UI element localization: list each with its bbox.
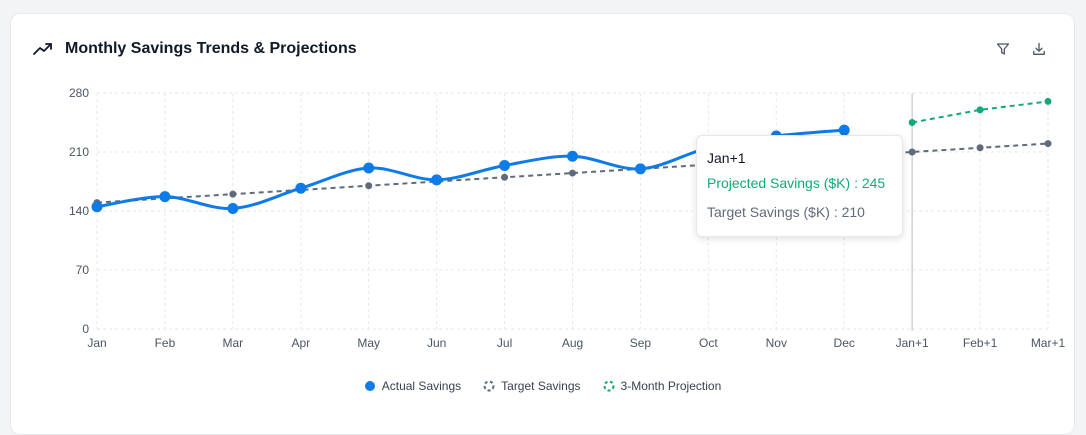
point-actual-jan xyxy=(91,201,103,213)
x-tick-label-11: Dec xyxy=(834,336,855,350)
point-actual-aug xyxy=(567,150,578,162)
download-icon xyxy=(1033,42,1045,55)
point-actual-mar xyxy=(227,202,239,214)
savings-chart-card: Monthly Savings Trends & Projections 0 70… xyxy=(10,13,1075,435)
x-tick-label-6: Jul xyxy=(497,336,512,350)
point-target-aug xyxy=(569,169,576,177)
point-target-marplus1 xyxy=(1044,140,1052,148)
point-actual-may xyxy=(363,162,375,174)
legend-item-actual[interactable]: Actual Savings xyxy=(364,379,461,393)
trending-up-icon xyxy=(33,43,52,55)
point-actual-jun xyxy=(431,174,443,186)
tooltip-label: Jan+1 xyxy=(707,150,746,166)
x-tick-label-9: Oct xyxy=(699,336,718,350)
x-tick-label-7: Aug xyxy=(562,336,583,350)
legend-label-target: Target Savings xyxy=(501,379,581,393)
x-tick-label-0: Jan xyxy=(87,336,106,350)
x-tick-label-5: Jun xyxy=(427,336,446,350)
point-projection-marplus1 xyxy=(1044,97,1052,105)
legend-swatch-projection xyxy=(603,380,615,392)
x-tick-label-14: Mar+1 xyxy=(1031,336,1066,350)
y-tick-label-4: 280 xyxy=(69,86,89,100)
tooltip-target: Target Savings ($K) : 210 xyxy=(707,204,865,220)
chart-tooltip: Jan+1 Projected Savings ($K) : 245 Targe… xyxy=(696,135,903,237)
x-tick-label-2: Mar xyxy=(223,336,244,350)
point-target-janplus1 xyxy=(908,148,916,156)
point-target-mar xyxy=(229,190,237,198)
legend-item-projection[interactable]: 3-Month Projection xyxy=(603,379,722,393)
legend-swatch-actual xyxy=(364,381,375,391)
point-actual-feb xyxy=(159,191,171,203)
x-tick-label-1: Feb xyxy=(155,336,176,350)
x-tick-label-12: Jan+1 xyxy=(896,336,929,350)
point-target-may xyxy=(365,182,373,190)
legend-label-actual: Actual Savings xyxy=(381,379,462,393)
y-tick-label-2: 140 xyxy=(69,204,89,218)
y-tick-label-3: 210 xyxy=(69,145,89,159)
point-actual-jul xyxy=(499,159,511,171)
point-projection-janplus1 xyxy=(908,119,916,126)
download-button[interactable] xyxy=(1030,40,1048,58)
chart-legend: Actual Savings Target Savings 3-Month Pr… xyxy=(11,379,1074,393)
chart-plot: 0 70 140 210 280 Jan Feb Mar Apr May Jun Jul Aug Sep O… xyxy=(69,86,1066,350)
point-actual-sep xyxy=(634,163,646,175)
filter-button[interactable] xyxy=(994,40,1012,58)
x-tick-label-3: Apr xyxy=(291,336,310,350)
legend-item-target[interactable]: Target Savings xyxy=(483,379,581,393)
x-tick-label-10: Nov xyxy=(766,336,787,350)
point-target-jul xyxy=(501,173,509,181)
card-header: Monthly Savings Trends & Projections xyxy=(11,14,1074,84)
x-tick-label-4: May xyxy=(357,336,380,350)
point-target-febplus1 xyxy=(976,144,984,152)
point-actual-dec xyxy=(838,124,850,136)
legend-swatch-target xyxy=(483,380,495,392)
point-actual-apr xyxy=(295,182,307,194)
tooltip-projected: Projected Savings ($K) : 245 xyxy=(707,175,886,191)
x-tick-label-8: Sep xyxy=(630,336,652,350)
y-tick-label-1: 70 xyxy=(76,263,90,277)
chart-title: Monthly Savings Trends & Projections xyxy=(65,40,357,57)
legend-label-projection: 3-Month Projection xyxy=(620,379,722,393)
point-projection-febplus1 xyxy=(976,106,984,114)
y-tick-label-0: 0 xyxy=(82,322,89,336)
filter-icon xyxy=(996,43,1010,55)
x-tick-label-13: Feb+1 xyxy=(963,336,998,350)
